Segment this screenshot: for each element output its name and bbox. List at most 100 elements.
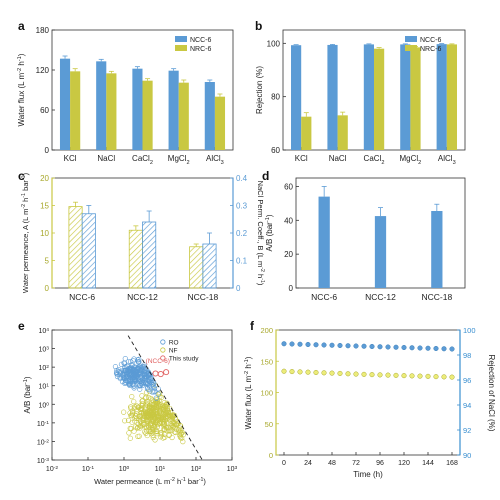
scatter-point — [112, 364, 119, 370]
this-study-point — [163, 369, 170, 376]
y-tick-label: 102 — [38, 364, 49, 373]
scatter-point — [150, 383, 156, 389]
scatter-point — [153, 428, 159, 434]
panel-label-e: e — [18, 319, 25, 333]
x-tick-label: AlCl3 — [438, 154, 456, 166]
y-axis-label: A/B (bar-1) — [23, 376, 32, 413]
rejection-point — [441, 346, 447, 352]
x-tick-label: NCC-12 — [365, 292, 396, 302]
flux-point — [417, 373, 423, 379]
scatter-point — [129, 394, 135, 400]
scatter-point — [164, 400, 170, 406]
rejection-point — [425, 345, 431, 351]
y-right-tick-label: 100 — [463, 326, 476, 335]
scatter-point — [152, 388, 158, 394]
legend-label: NRC-6 — [190, 46, 211, 53]
scatter-point — [132, 415, 138, 421]
scatter-point — [172, 412, 178, 419]
y-tick-label: 150 — [260, 357, 273, 366]
x-tick-label: 100 — [119, 465, 130, 474]
x-tick-label: AlCl3 — [206, 154, 224, 166]
scatter-point — [173, 422, 180, 428]
x-tick-label: KCl — [64, 154, 77, 163]
scatter-point — [160, 421, 166, 427]
x-tick-label: 102 — [191, 465, 202, 474]
rejection-point — [449, 346, 455, 352]
scatter-point — [164, 406, 171, 412]
y-right-tick-label: 0.3 — [236, 202, 248, 211]
bar — [214, 96, 226, 150]
y-tick-label: 15 — [40, 202, 49, 211]
scatter-point — [136, 433, 142, 439]
bar — [178, 82, 189, 150]
legend-swatch — [405, 36, 417, 42]
scatter-point — [150, 432, 156, 438]
flux-point — [393, 372, 399, 378]
scatter-point — [122, 379, 129, 385]
x-tick-label: 96 — [376, 460, 384, 467]
x-tick-label: 0 — [282, 460, 286, 467]
rejection-point — [289, 341, 295, 347]
scatter-point — [114, 373, 121, 380]
scatter-point — [168, 409, 174, 415]
legend-label: NCC-6 — [190, 37, 211, 44]
scatter-point — [148, 420, 154, 426]
y-right-tick-label: 90 — [463, 451, 471, 460]
bar-b — [81, 213, 96, 289]
scatter-group — [112, 335, 203, 460]
x-tick-label: 72 — [352, 460, 360, 467]
bar — [204, 82, 215, 150]
rejection-point — [401, 344, 407, 351]
scatter-point — [143, 405, 149, 411]
scatter-point — [137, 425, 143, 431]
legend-swatch — [405, 45, 417, 51]
scatter-point — [121, 371, 127, 378]
scatter-point — [136, 359, 142, 365]
bar — [96, 61, 107, 151]
rejection-point — [321, 342, 327, 348]
scatter-point — [153, 419, 159, 425]
x-tick-label: 101 — [155, 465, 166, 474]
scatter-point — [136, 356, 142, 362]
flux-point — [377, 372, 383, 378]
x-tick-label: 144 — [422, 460, 434, 467]
rejection-point — [377, 344, 383, 350]
scatter-point — [131, 428, 137, 434]
x-tick-label: NCC-6 — [69, 292, 95, 302]
scatter-point — [141, 405, 147, 411]
bar-b — [202, 243, 217, 289]
bar-a — [68, 206, 83, 289]
x-tick-label: CaCl2 — [132, 154, 153, 166]
scatter-point — [149, 413, 155, 419]
panel-label-a: a — [18, 19, 25, 33]
x-axis-label: Time (h) — [353, 470, 383, 479]
scatter-point — [155, 415, 161, 421]
y-right-tick-label: 0.1 — [236, 257, 248, 266]
this-study-point — [157, 370, 164, 378]
scatter-point — [172, 429, 178, 435]
y-tick-label: 101 — [38, 382, 49, 391]
y-axis-label: Water flux (L m-2 h-1) — [244, 356, 253, 429]
scatter-point — [114, 367, 120, 374]
scatter-point — [129, 413, 135, 419]
rejection-point — [409, 345, 415, 351]
upper-bound-line — [127, 335, 203, 460]
scatter-point — [114, 369, 120, 376]
flux-point — [281, 368, 287, 374]
flux-point — [369, 372, 375, 378]
scatter-point — [144, 386, 151, 392]
x-tick-label: NCC-12 — [127, 292, 158, 302]
scatter-point — [135, 365, 141, 372]
scatter-point — [146, 387, 152, 393]
scatter-point — [134, 425, 140, 431]
scatter-point — [138, 364, 144, 371]
rejection-point — [329, 342, 335, 348]
bar — [291, 45, 302, 151]
scatter-point — [154, 400, 161, 407]
scatter-point — [127, 435, 133, 441]
scatter-point — [138, 380, 145, 386]
scatter-point — [157, 394, 163, 400]
scatter-point — [130, 376, 136, 382]
scatter-point — [170, 423, 176, 430]
scatter-point — [159, 405, 165, 412]
